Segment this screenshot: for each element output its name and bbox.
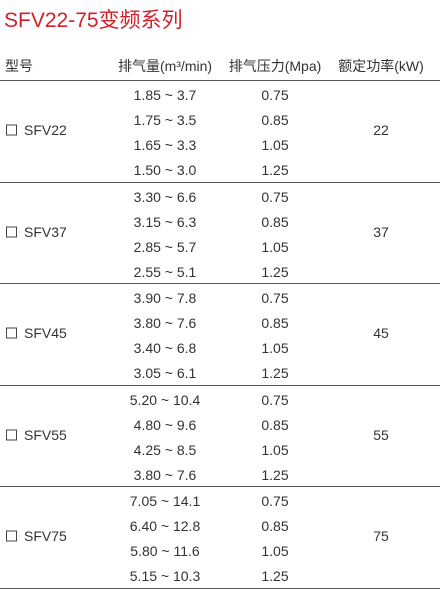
pressure: 1.25 [261, 568, 289, 584]
divider [0, 385, 440, 386]
pressure: 0.75 [261, 493, 289, 509]
pressure: 0.75 [261, 290, 289, 306]
flow: 4.80 ~ 9.6 [133, 416, 197, 433]
flow: 1.75 ~ 3.5 [133, 112, 197, 128]
divider [0, 283, 440, 284]
model: SFV45 [24, 325, 67, 341]
pressure: 0.85 [261, 213, 289, 230]
power: 45 [373, 325, 389, 341]
pressure: 0.75 [261, 391, 289, 408]
title: SFV22-75变频系列 [4, 9, 183, 32]
pressure: 1.05 [261, 441, 289, 458]
flow: 3.15 ~ 6.3 [133, 213, 197, 230]
power: 55 [373, 426, 389, 443]
model: SFV37 [24, 223, 67, 240]
pressure: 1.05 [261, 543, 289, 559]
flow: 2.85 ~ 5.7 [133, 238, 197, 255]
power: 22 [373, 122, 389, 138]
pressure: 0.85 [261, 518, 289, 534]
flow: 3.40 ~ 6.8 [133, 340, 197, 356]
model: SFV22 [24, 122, 67, 138]
divider [0, 182, 440, 183]
header-cell: 排气压力(Mpa) [228, 58, 322, 74]
divider [0, 588, 440, 589]
model: SFV55 [24, 426, 67, 443]
flow: 1.50 ~ 3.0 [133, 162, 197, 178]
power: 75 [373, 528, 389, 544]
checkbox [6, 530, 17, 542]
flow: 3.80 ~ 7.6 [133, 315, 197, 331]
flow: 3.30 ~ 6.6 [133, 188, 197, 205]
pressure: 1.25 [261, 365, 289, 381]
pressure: 0.85 [261, 315, 289, 331]
header-cell: 额定功率(kW) [338, 58, 424, 74]
flow: 5.15 ~ 10.3 [129, 568, 201, 584]
pressure: 1.05 [261, 137, 289, 153]
flow: 7.05 ~ 14.1 [129, 493, 201, 509]
pressure: 1.25 [261, 263, 289, 280]
checkbox [6, 226, 17, 237]
divider [0, 486, 440, 487]
pressure: 1.25 [261, 162, 289, 178]
flow: 1.85 ~ 3.7 [133, 87, 197, 103]
pressure: 0.75 [261, 188, 289, 205]
model: SFV75 [24, 528, 67, 544]
pressure: 0.85 [261, 416, 289, 433]
header-cell: 型号 [5, 58, 33, 74]
pressure: 1.05 [261, 340, 289, 356]
flow: 3.90 ~ 7.8 [133, 290, 197, 306]
flow: 2.55 ~ 5.1 [133, 263, 197, 280]
header-cell: 排气量(m³/min) [117, 58, 213, 74]
flow: 3.05 ~ 6.1 [133, 365, 197, 381]
flow: 1.65 ~ 3.3 [133, 137, 197, 153]
checkbox [6, 327, 17, 339]
pressure: 0.75 [261, 87, 289, 103]
flow: 5.20 ~ 10.4 [129, 391, 201, 408]
divider [0, 80, 440, 81]
flow: 5.80 ~ 11.6 [130, 543, 200, 559]
power: 37 [373, 223, 389, 240]
checkbox [6, 429, 17, 440]
checkbox [6, 124, 17, 136]
pressure: 0.85 [261, 112, 289, 128]
flow: 3.80 ~ 7.6 [133, 466, 197, 483]
flow: 4.25 ~ 8.5 [133, 441, 197, 458]
pressure: 1.05 [261, 238, 289, 255]
flow: 6.40 ~ 12.8 [129, 518, 201, 534]
pressure: 1.25 [261, 466, 289, 483]
